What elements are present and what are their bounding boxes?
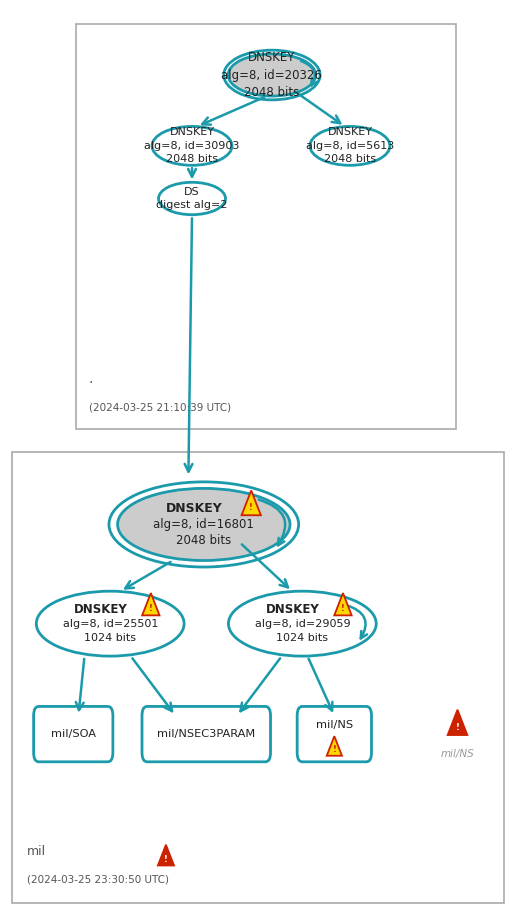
Text: mil/NS: mil/NS <box>440 749 475 760</box>
Text: alg=8, id=16801: alg=8, id=16801 <box>154 518 254 531</box>
Text: 1024 bits: 1024 bits <box>84 633 136 643</box>
FancyBboxPatch shape <box>142 706 270 761</box>
Text: .: . <box>89 372 93 387</box>
Text: 2048 bits: 2048 bits <box>176 534 232 547</box>
Text: !: ! <box>332 745 336 754</box>
Text: DNSKEY
alg=8, id=20326
2048 bits: DNSKEY alg=8, id=20326 2048 bits <box>221 51 323 99</box>
Text: (2024-03-25 21:10:39 UTC): (2024-03-25 21:10:39 UTC) <box>89 402 231 413</box>
Text: mil: mil <box>27 845 46 858</box>
Polygon shape <box>448 710 467 735</box>
Text: mil/NSEC3PARAM: mil/NSEC3PARAM <box>157 729 255 739</box>
Ellipse shape <box>36 591 184 656</box>
Text: !: ! <box>341 604 345 613</box>
Text: DNSKEY: DNSKEY <box>166 502 223 515</box>
Text: alg=8, id=29059: alg=8, id=29059 <box>254 618 350 629</box>
Text: DNSKEY
alg=8, id=30903
2048 bits: DNSKEY alg=8, id=30903 2048 bits <box>144 127 240 164</box>
Polygon shape <box>327 737 342 756</box>
Text: DNSKEY: DNSKEY <box>266 603 320 616</box>
Ellipse shape <box>228 54 316 96</box>
FancyBboxPatch shape <box>297 706 372 761</box>
Ellipse shape <box>152 126 232 165</box>
Text: (2024-03-25 23:30:50 UTC): (2024-03-25 23:30:50 UTC) <box>27 875 169 885</box>
Ellipse shape <box>117 488 290 560</box>
Text: DNSKEY: DNSKEY <box>74 603 128 616</box>
Text: !: ! <box>164 855 168 864</box>
FancyBboxPatch shape <box>12 452 504 904</box>
Ellipse shape <box>159 183 225 215</box>
Text: DS
digest alg=2: DS digest alg=2 <box>156 186 228 210</box>
FancyBboxPatch shape <box>76 24 457 429</box>
FancyBboxPatch shape <box>34 706 113 761</box>
Polygon shape <box>158 845 174 866</box>
Text: 1024 bits: 1024 bits <box>276 633 328 643</box>
Text: !: ! <box>249 503 253 512</box>
Text: mil/NS: mil/NS <box>316 720 353 730</box>
Text: !: ! <box>455 723 460 732</box>
Ellipse shape <box>310 126 390 165</box>
Polygon shape <box>241 490 261 515</box>
Polygon shape <box>334 593 352 616</box>
Ellipse shape <box>229 591 376 656</box>
Polygon shape <box>142 593 160 616</box>
Text: !: ! <box>149 604 153 613</box>
Text: alg=8, id=25501: alg=8, id=25501 <box>63 618 158 629</box>
Text: mil/SOA: mil/SOA <box>51 729 96 739</box>
Text: DNSKEY
alg=8, id=5613
2048 bits: DNSKEY alg=8, id=5613 2048 bits <box>306 127 394 164</box>
